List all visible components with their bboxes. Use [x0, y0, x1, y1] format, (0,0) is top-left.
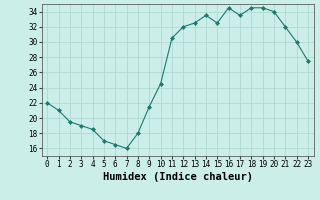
X-axis label: Humidex (Indice chaleur): Humidex (Indice chaleur) — [103, 172, 252, 182]
